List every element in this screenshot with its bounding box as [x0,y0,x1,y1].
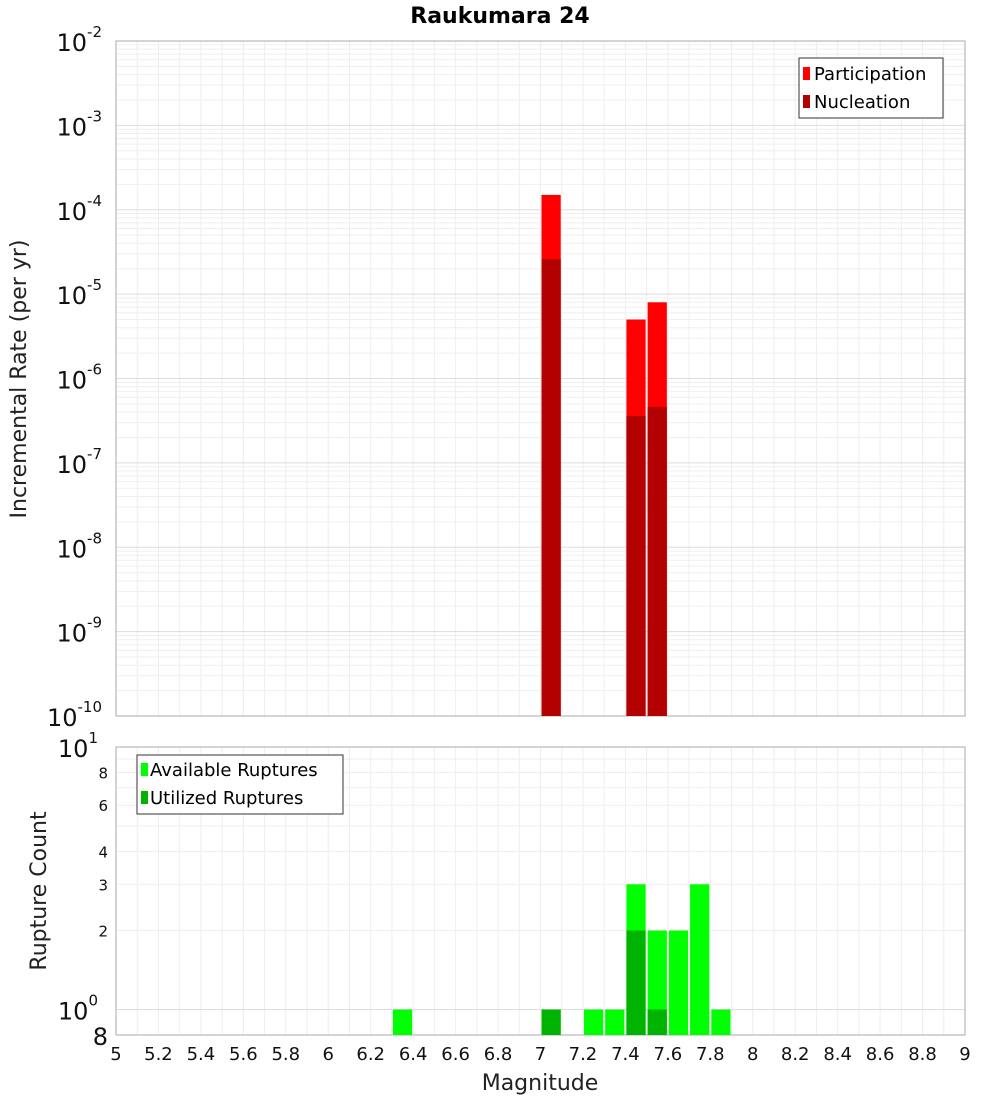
tick-exponent: -2 [87,23,102,41]
x-tick-label: 7.2 [569,1044,598,1065]
x-tick-label: 8.6 [866,1044,895,1065]
bottom-y-minor-tick-label: 3 [98,876,108,894]
x-tick-label: 5.8 [271,1044,300,1065]
top-y-tick-label: 10-2 [56,23,102,57]
top-legend: Participation Nucleation [798,57,944,119]
bar-available-ruptures [668,930,689,1035]
legend-label-available-ruptures: Available Ruptures [150,760,318,781]
tick-exponent: -9 [87,614,102,632]
tick-base: 10 [56,620,87,648]
x-tick-label: 5.6 [229,1044,258,1065]
x-tick-label: 5 [110,1044,121,1065]
x-tick-label: 6.6 [441,1044,470,1065]
x-tick-label: 9 [959,1044,970,1065]
top-y-tick-label: 10-8 [56,529,102,563]
bottom-y-minor-tick-label: 8 [93,1023,108,1051]
tick-exponent: -3 [87,107,102,125]
x-tick-label: 6.8 [484,1044,513,1065]
x-tick-label: 7.4 [611,1044,640,1065]
legend-label-participation: Participation [814,64,926,85]
bar-available-ruptures [647,930,667,1035]
x-tick-label: 7 [535,1044,546,1065]
bar-nucleation [541,259,561,716]
x-tick-label: 6.2 [356,1044,385,1065]
bottom-y-minor-tick-label: 6 [98,797,108,815]
bar-available-ruptures [392,1009,413,1035]
tick-base: 10 [56,113,87,141]
x-tick-label: 7.8 [696,1044,725,1065]
legend-label-nucleation: Nucleation [814,92,910,113]
legend-swatch-available-ruptures [141,763,148,776]
bar-available-ruptures [583,1009,604,1035]
top-y-tick-label: 10-3 [56,107,102,141]
top-y-tick-label: 10-6 [56,361,102,395]
tick-exponent: -8 [87,529,102,547]
bar-available-ruptures [711,1009,731,1035]
bottom-legend: Available Ruptures Utilized Ruptures [136,754,344,815]
legend-label-utilized-ruptures: Utilized Ruptures [150,788,303,809]
x-tick-label: 6.4 [399,1044,428,1065]
top-bars [541,194,667,716]
x-tick-label: 8 [747,1044,758,1065]
top-plot-frame [115,40,966,717]
top-y-axis-label: Incremental Rate (per yr) [7,240,32,519]
bottom-y-minor-tick-label: 4 [98,843,108,861]
x-tick-labels: 5 5.2 5.4 5.6 5.8 6 6.2 6.4 6.6 6.8 7 7.2 7.4 7.6 7.8 8… [110,1044,970,1065]
legend-swatch-nucleation [803,95,810,108]
chart-title: Raukumara 24 [410,4,589,29]
top-y-tick-label: 10-5 [56,276,102,310]
tick-base: 10 [56,367,87,395]
tick-exponent: -7 [87,445,102,463]
tick-exponent: -6 [87,361,102,379]
top-y-tick-label: 10-7 [56,445,102,479]
tick-base: 10 [56,535,87,563]
top-legend-box [798,57,944,119]
tick-exponent: -5 [87,276,102,294]
tick-base: 10 [56,282,87,310]
bottom-y-minor-tick-label: 2 [98,923,108,941]
bar-nucleation [626,415,646,716]
bottom-y-axis-label: Rupture Count [27,811,52,971]
tick-base: 10 [58,998,89,1026]
top-y-tick-label: 10-10 [47,698,102,732]
tick-exponent: -10 [78,698,103,716]
top-grid [115,41,966,717]
legend-swatch-utilized-ruptures [141,791,148,804]
tick-exponent: 1 [88,729,98,747]
x-tick-label: 8.2 [781,1044,810,1065]
x-tick-label: 8.8 [908,1044,937,1065]
bar-utilized-ruptures [541,1009,561,1035]
bar-available-ruptures [690,884,710,1035]
x-tick-label: 7.6 [654,1044,683,1065]
bottom-y-major-tick-label: 100 [58,992,98,1026]
bar-nucleation [647,406,667,716]
tick-exponent: -4 [87,192,102,210]
x-tick-label: 8.4 [823,1044,852,1065]
x-tick-label: 6 [323,1044,334,1065]
bottom-legend-box [136,754,344,815]
tick-base: 10 [58,735,89,763]
bar-available-ruptures [605,1009,625,1035]
legend-swatch-participation [803,67,810,80]
bottom-y-major-tick-label: 101 [58,729,98,763]
bottom-y-minor-tick-label: 8 [98,764,108,782]
tick-base: 10 [56,198,87,226]
bar-utilized-ruptures [647,1009,667,1035]
tick-base: 10 [56,451,87,479]
tick-exponent: 0 [88,992,98,1010]
x-axis-label: Magnitude [482,1071,599,1096]
tick-base: 10 [47,704,78,732]
tick-base: 10 [56,29,87,57]
top-y-tick-label: 10-9 [56,614,102,648]
bar-utilized-ruptures [626,930,646,1035]
x-tick-label: 5.4 [187,1044,216,1065]
top-y-tick-label: 10-4 [56,192,102,226]
x-tick-label: 5.2 [144,1044,173,1065]
bottom-bars [392,884,731,1035]
bottom-plot-frame [115,746,966,1036]
